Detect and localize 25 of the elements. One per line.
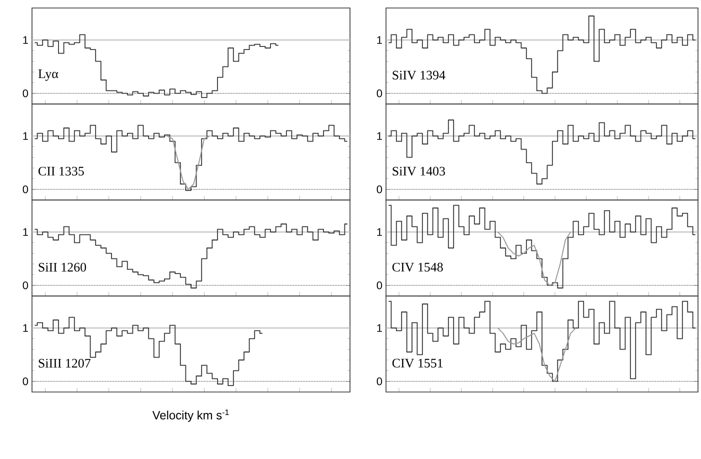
annotation: SiII 1260 <box>38 262 86 272</box>
annotation: CIV 1551 <box>392 358 443 368</box>
annotation: CIV 1548 <box>392 262 443 272</box>
y-tick-label: 0 <box>22 377 28 386</box>
annotation: SiIV 1394 <box>392 70 446 80</box>
y-tick-label: 1 <box>23 228 28 236</box>
y-tick-label: 0 <box>376 89 382 98</box>
annotation: CII 1335 <box>38 166 84 176</box>
y-tick-label: 1 <box>377 132 382 140</box>
annotation: SiIV 1403 <box>392 166 445 176</box>
annotation: SiIII 1207 <box>38 358 90 368</box>
y-tick-label: 0 <box>376 185 382 194</box>
y-tick-label: 0 <box>22 281 28 290</box>
y-tick-label: 0 <box>22 185 28 194</box>
y-tick-label: 1 <box>377 228 382 236</box>
x-axis-title: Velocity km s$^{-1}$ <box>152 410 229 422</box>
y-tick-label: 0 <box>376 377 382 386</box>
annotation: Lyα <box>38 70 58 81</box>
y-tick-label: 1 <box>377 324 382 332</box>
y-tick-label: 0 <box>376 281 382 290</box>
y-tick-label: 1 <box>23 132 28 140</box>
y-tick-label: 0 <box>22 89 28 98</box>
y-tick-label: 1 <box>23 36 28 44</box>
y-tick-label: 1 <box>377 36 382 44</box>
y-tick-label: 1 <box>23 324 28 332</box>
